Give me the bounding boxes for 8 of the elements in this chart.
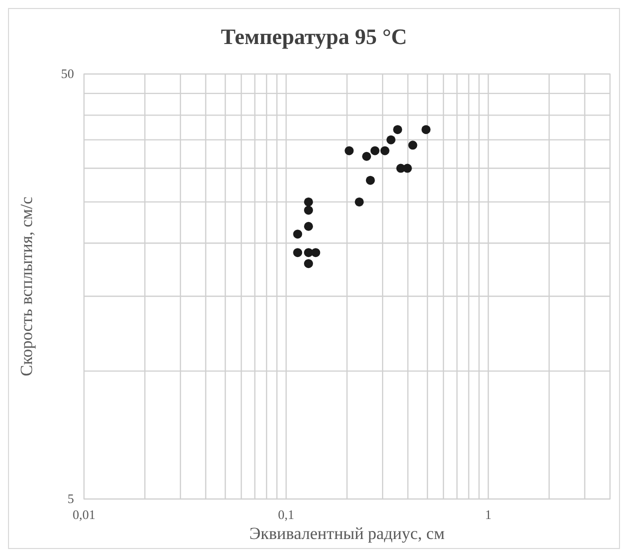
y-tick-label: 50 <box>61 66 74 81</box>
x-tick-label: 1 <box>485 507 492 522</box>
x-axis-title: Эквивалентный радиус, см <box>249 524 445 543</box>
x-tick-label: 0,1 <box>278 507 294 522</box>
x-tick-label: 0,01 <box>72 507 96 522</box>
chart-title: Температура 95 °C <box>220 24 408 49</box>
y-tick-label: 5 <box>68 491 74 506</box>
y-axis-title: Скорость всплытия, см/с <box>17 196 36 376</box>
